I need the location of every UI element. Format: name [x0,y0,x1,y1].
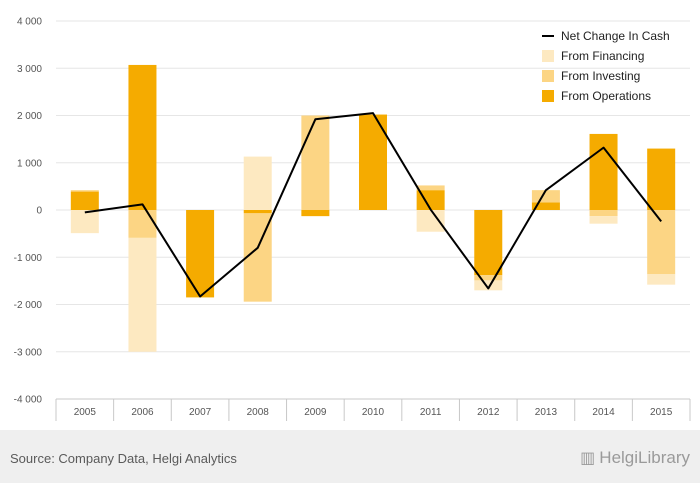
bar-operations-2011 [416,190,445,210]
bar-operations-2007 [186,210,215,298]
bar-investing-2013 [531,190,560,203]
source-text: Source: Company Data, Helgi Analytics [10,451,237,466]
y-axis-ticks: -4 000 -3 000 -2 000 -1 000 0 1 000 2 000 3 000… [14,17,43,406]
y-tick-label: -4 000 [14,395,43,406]
legend: Net Change In Cash From Financing From Inv… [542,29,670,103]
legend-label: From Operations [561,89,651,103]
legend-swatch-operations [542,90,554,102]
y-tick-label: 4 000 [17,17,42,28]
net-change-line [84,112,662,298]
x-tick-label: 2007 [189,407,212,418]
legend-swatch-financing [542,50,554,62]
legend-swatch-investing [542,70,554,82]
bar-operations-2014 [589,133,618,210]
bar-financing-2005 [70,210,99,234]
bar-investing-2012 [474,275,503,281]
x-tick-label: 2005 [74,407,97,418]
legend-label: From Financing [561,49,644,63]
brand-name: HelgiLibrary [599,448,690,467]
bar-operations-2013 [531,202,560,210]
x-tick-label: 2009 [304,407,327,418]
bar-financing-2006 [128,237,157,352]
bar-financing-2012 [474,280,503,291]
x-tick-label: 2014 [592,407,615,418]
brand-logo: ▥ HelgiLibrary [580,448,690,468]
legend-label: Net Change In Cash [561,29,670,43]
x-tick-label: 2011 [420,407,442,418]
x-tick-label: 2015 [650,407,673,418]
bar-operations-2008 [243,210,272,214]
x-tick-label: 2010 [362,407,385,418]
bar-financing-2011 [416,210,445,232]
bar-investing-2011 [416,185,445,191]
bar-operations-2012 [474,210,503,276]
bar-operations-2006 [128,64,157,210]
x-tick-label: 2006 [131,407,154,418]
y-tick-label: -2 000 [14,300,43,311]
y-tick-label: -1 000 [14,253,43,264]
library-icon: ▥ [580,450,596,467]
y-tick-label: 1 000 [17,158,42,169]
bar-investing-2005 [70,190,99,192]
bar-operations-2005 [70,191,99,210]
x-tick-label: 2013 [535,407,558,418]
net-change-polyline [84,112,662,298]
bar-operations-2015 [647,148,676,210]
bar-operations-2009 [301,210,330,217]
bar-financing-2015 [647,274,676,285]
y-tick-label: 3 000 [17,64,42,75]
bar-financing-2008 [243,156,272,210]
x-tick-label: 2012 [477,407,500,418]
footer: Source: Company Data, Helgi Analytics ▥ … [0,430,700,483]
y-tick-label: -3 000 [14,347,43,358]
bars [70,64,676,352]
legend-label: From Investing [561,69,640,83]
bar-investing-2006 [128,210,157,238]
bar-financing-2014 [589,216,618,224]
bar-investing-2014 [589,210,618,217]
x-axis: 2005 2006 2007 2008 2009 2010 2011 2012 2013 2014… [55,398,691,421]
y-tick-label: 2 000 [17,111,42,122]
y-tick-label: 0 [36,206,42,217]
bar-investing-2015 [647,210,676,275]
x-tick-label: 2008 [247,407,270,418]
bar-investing-2009 [301,115,330,210]
